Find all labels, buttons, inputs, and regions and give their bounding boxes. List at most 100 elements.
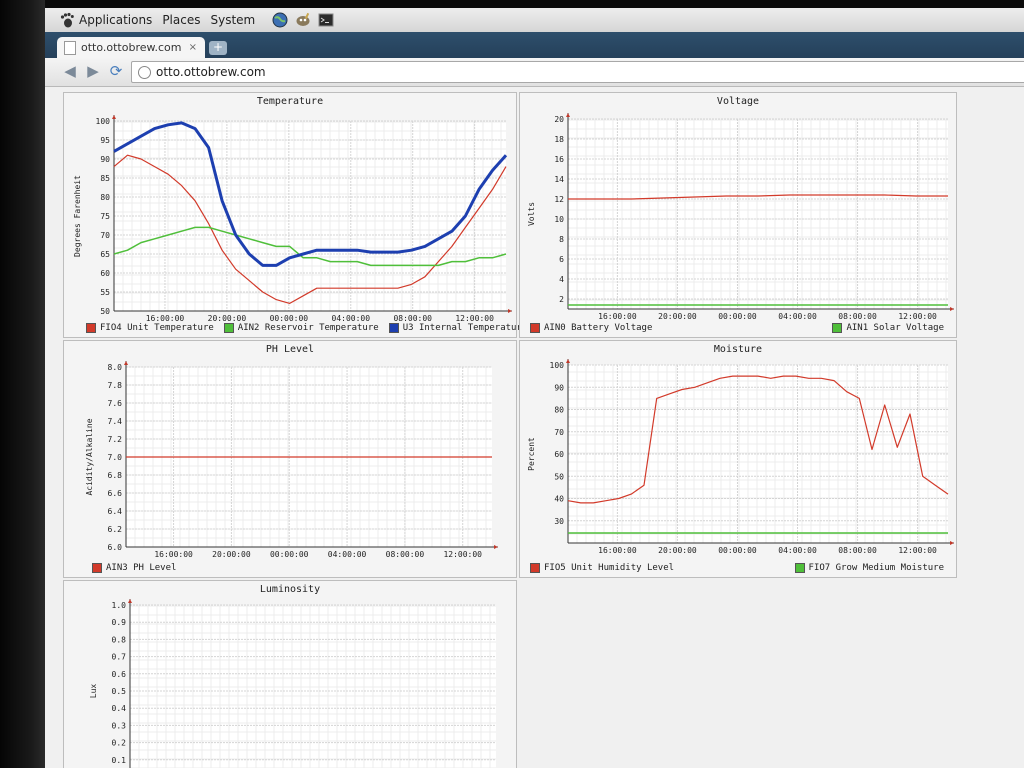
y-tick-label: 8 bbox=[559, 235, 564, 244]
x-tick-label: 00:00:00 bbox=[270, 550, 309, 559]
voltage-legend-left: AIN0 Battery Voltage bbox=[530, 323, 652, 333]
moisture-panel: Moisture 30 40 50 60 70 80 90 100 16:00:00 20:00:… bbox=[519, 340, 957, 578]
temperature-title: Temperature bbox=[256, 96, 324, 107]
y-tick-label: 6.8 bbox=[108, 471, 123, 480]
legend-swatch bbox=[530, 323, 540, 333]
globe-icon[interactable] bbox=[272, 12, 288, 28]
x-tick-label: 08:00:00 bbox=[838, 312, 877, 321]
y-tick-label: 6 bbox=[559, 255, 564, 264]
y-tick-label: 7.8 bbox=[108, 381, 123, 390]
y-tick-label: 0.4 bbox=[112, 704, 127, 713]
voltage-legend-right: AIN1 Solar Voltage bbox=[832, 323, 944, 333]
legend-swatch bbox=[530, 563, 540, 573]
y-axis-arrow bbox=[128, 599, 132, 603]
y-tick-label: 80 bbox=[554, 406, 564, 415]
y-axis-arrow bbox=[112, 115, 116, 119]
y-tick-label: 60 bbox=[554, 450, 564, 459]
y-tick-label: 10 bbox=[554, 215, 564, 224]
x-tick-label: 04:00:00 bbox=[778, 546, 817, 555]
x-tick-label: 04:00:00 bbox=[332, 314, 371, 323]
legend-swatch bbox=[92, 563, 102, 573]
y-tick-label: 85 bbox=[100, 174, 110, 183]
address-bar[interactable]: otto.ottobrew.com bbox=[131, 61, 1024, 83]
browser-tab[interactable]: otto.ottobrew.com × bbox=[57, 37, 205, 58]
back-arrow-icon[interactable]: ◀ bbox=[64, 62, 76, 80]
forward-arrow-icon[interactable]: ▶ bbox=[87, 62, 99, 80]
luminosity-panel: Luminosity 0.1 0.2 0.3 0.4 0.5 0.6 0.7 0.8 0.9 1.… bbox=[63, 580, 517, 768]
y-tick-label: 20 bbox=[554, 115, 564, 124]
y-tick-label: 65 bbox=[100, 250, 110, 259]
y-axis-label: Lux bbox=[89, 684, 98, 699]
moisture-legend-right: FIO7 Grow Medium Moisture bbox=[794, 563, 944, 573]
moisture-chart: 30 40 50 60 70 80 90 100 16:00:00 20:00:00 00:00:0… bbox=[527, 359, 954, 555]
y-tick-label: 40 bbox=[554, 495, 564, 504]
x-tick-label: 16:00:00 bbox=[598, 546, 637, 555]
temperature-legend: FIO4 Unit Temperature AIN2 Reservoir Tem… bbox=[86, 323, 527, 333]
moisture-title: Moisture bbox=[713, 344, 763, 355]
tab-title: otto.ottobrew.com bbox=[81, 41, 182, 54]
places-menu[interactable]: Places bbox=[162, 13, 201, 27]
applications-menu[interactable]: Applications bbox=[79, 13, 153, 27]
y-axis-arrow bbox=[566, 359, 570, 363]
y-tick-label: 60 bbox=[100, 269, 110, 278]
y-tick-label: 0.7 bbox=[112, 653, 127, 662]
x-tick-label: 20:00:00 bbox=[658, 312, 697, 321]
ph-chart: 6.0 6.2 6.4 6.6 6.8 7.0 7.2 7.4 7.6 7.8 8.0 16:00:0… bbox=[85, 361, 498, 559]
y-tick-label: 6.6 bbox=[108, 489, 123, 498]
y-tick-label: 95 bbox=[100, 136, 110, 145]
y-tick-label: 70 bbox=[554, 428, 564, 437]
y-tick-label: 0.9 bbox=[112, 618, 127, 627]
new-tab-button[interactable]: + bbox=[209, 41, 227, 55]
ph-panel: PH Level 6.0 6.2 6.4 6.6 6.8 7.0 7.2 7.4 7.6 7.8 8… bbox=[63, 340, 517, 578]
x-tick-label: 00:00:00 bbox=[270, 314, 309, 323]
tab-close-icon[interactable]: × bbox=[188, 42, 197, 53]
y-tick-label: 12 bbox=[554, 195, 564, 204]
monitor-bezel-top bbox=[0, 0, 1024, 8]
x-tick-label: 12:00:00 bbox=[443, 550, 482, 559]
reload-icon[interactable]: ⟳ bbox=[109, 62, 123, 80]
y-tick-label: 0.6 bbox=[112, 670, 127, 679]
y-axis-label: Volts bbox=[527, 202, 536, 226]
x-tick-label: 16:00:00 bbox=[146, 314, 185, 323]
x-tick-label: 04:00:00 bbox=[328, 550, 367, 559]
y-tick-label: 0.5 bbox=[112, 687, 127, 696]
legend-label: AIN0 Battery Voltage bbox=[544, 323, 653, 333]
y-tick-label: 50 bbox=[100, 307, 110, 316]
y-tick-label: 7.4 bbox=[108, 417, 123, 426]
monitor-bezel-left bbox=[0, 0, 45, 768]
temperature-panel: Temperature 50 55 60 65 70 75 80 85 90 95 100 16:00… bbox=[63, 92, 527, 338]
x-tick-label: 08:00:00 bbox=[386, 550, 425, 559]
gimp-icon[interactable] bbox=[295, 12, 311, 28]
y-tick-label: 6.4 bbox=[108, 507, 123, 516]
series-line-red bbox=[568, 194, 948, 200]
page-icon bbox=[64, 40, 76, 55]
y-tick-label: 80 bbox=[100, 193, 110, 202]
y-tick-label: 0.3 bbox=[112, 721, 127, 730]
gnome-top-panel: Applications Places System bbox=[45, 8, 1024, 33]
series-line-green bbox=[113, 226, 507, 267]
x-tick-label: 08:00:00 bbox=[393, 314, 432, 323]
x-tick-label: 12:00:00 bbox=[455, 314, 494, 323]
legend-label: FIO4 Unit Temperature bbox=[100, 323, 214, 333]
x-tick-label: 12:00:00 bbox=[898, 546, 937, 555]
legend-label: AIN2 Reservoir Temperature bbox=[237, 323, 379, 333]
x-tick-label: 00:00:00 bbox=[718, 312, 757, 321]
series-line-red bbox=[567, 375, 949, 504]
y-tick-label: 55 bbox=[100, 288, 110, 297]
y-tick-label: 7.2 bbox=[108, 435, 123, 444]
terminal-icon[interactable] bbox=[318, 12, 334, 28]
series-line-blue bbox=[113, 121, 508, 267]
system-menu[interactable]: System bbox=[210, 13, 256, 27]
temperature-chart: 50 55 60 65 70 75 80 85 90 95 100 16:00:00 20:00:00 0… bbox=[73, 115, 512, 323]
y-tick-label: 90 bbox=[100, 155, 110, 164]
legend-label: AIN3 PH Level bbox=[106, 563, 177, 573]
y-axis-label: Percent bbox=[527, 437, 536, 471]
legend-swatch bbox=[388, 323, 399, 333]
y-tick-label: 100 bbox=[96, 117, 111, 126]
y-tick-label: 14 bbox=[554, 175, 564, 184]
y-tick-label: 16 bbox=[554, 155, 564, 164]
gnome-foot-icon[interactable] bbox=[59, 12, 75, 28]
luminosity-title: Luminosity bbox=[259, 584, 321, 595]
x-axis-arrow bbox=[950, 541, 954, 545]
x-tick-label: 00:00:00 bbox=[718, 546, 757, 555]
